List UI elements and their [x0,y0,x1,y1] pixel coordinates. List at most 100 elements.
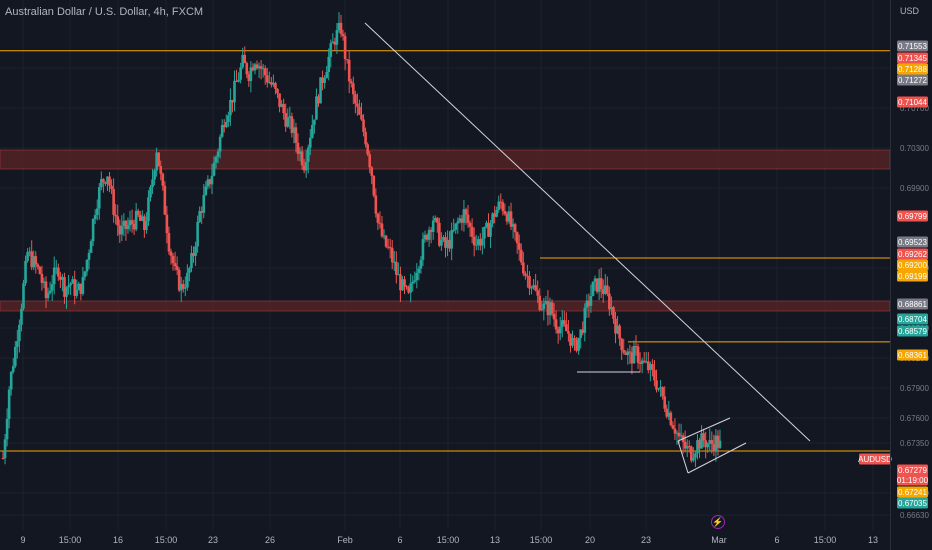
candle-body [268,82,271,84]
lightning-icon[interactable]: ⚡ [711,515,725,529]
candle-body [110,185,113,190]
candle-body [550,302,554,314]
candle-body [532,285,535,288]
candle-body [624,352,628,356]
y-tick-label: 0.67600 [900,414,929,423]
price-label-box [897,210,928,222]
candle-body [573,338,576,340]
candle-body [567,331,570,334]
candle-body [24,260,27,284]
candle-body [647,361,650,371]
candle-body [247,74,251,81]
candle-body [75,290,79,296]
y-tick-label: 0.69900 [900,184,929,193]
candle-body [399,274,402,291]
candle-body [11,366,15,372]
candle-body [32,256,36,268]
candle-body [292,127,296,133]
candle-body [345,59,349,61]
candle-body [425,234,429,240]
candle-body [487,222,490,237]
candle-body [30,251,33,268]
candles [1,12,722,467]
candle-body [374,195,378,214]
candle-body [243,54,247,64]
candle-body [663,396,666,409]
candle-body [442,237,445,240]
candle-body [712,444,716,452]
candle-body [48,290,52,293]
candle-body [618,325,621,339]
price-label-text: 0.68861 [898,300,927,309]
grid [0,0,890,530]
candle-body [507,211,511,222]
candle-body [446,239,449,248]
candle-body [626,351,630,356]
candle-body [40,273,44,283]
y-tick-label: 0.67350 [900,439,929,448]
candle-body [251,67,255,71]
candle-body [91,219,95,242]
candle-body [497,201,501,210]
candle-body [184,287,187,289]
candle-body [13,346,17,367]
candle-body [190,253,193,269]
candle-body [655,380,658,390]
candle-body [222,125,226,127]
candle-body [540,309,544,311]
candle-body [657,388,660,390]
candle-body [606,285,609,294]
candle-body [411,281,415,284]
candle-body [495,209,499,217]
candle-body [556,329,560,334]
price-label-text: 0.68361 [898,351,927,360]
candle-body [63,277,66,297]
candle-body [50,284,54,291]
candle-body [395,261,398,275]
y-tick-label: 0.70300 [900,144,929,153]
candle-body [34,256,38,265]
candle-body [401,279,404,291]
candle-body [245,63,249,75]
price-label-text: 0.71345 [898,54,927,63]
candle-body [569,333,572,346]
trendline [364,22,811,442]
candle-body [263,68,267,76]
candle-body [317,96,320,104]
price-label-text: 0.69799 [898,212,927,221]
candle-body [102,179,105,183]
candle-body [206,179,210,187]
price-label-box [897,464,928,476]
candle-body [61,277,64,280]
candle-body [653,369,656,381]
candle-body [155,152,158,171]
candle-body [640,360,644,364]
candle-body [208,179,212,185]
candle-body [483,226,486,239]
candle-body [708,440,712,444]
candle-body [593,278,597,282]
candle-body [378,222,382,224]
candle-body [194,246,197,256]
x-tick-label: 26 [265,535,275,545]
candle-body [362,119,365,132]
x-tick-label: 15:00 [530,535,553,545]
candle-body [536,290,539,296]
candle-body [522,262,525,274]
candle-body [440,239,443,246]
candle-body [69,283,72,286]
candle-body [321,77,324,83]
candle-body [329,43,333,57]
candle-body [106,176,109,184]
candle-body [257,66,261,69]
candle-body [612,307,615,319]
price-label-text: 01:19:00 [897,476,929,485]
candle-body [554,319,558,330]
candle-body [429,229,433,232]
price-label-box [897,259,928,271]
price-label-box [897,74,928,86]
channel-edge [677,440,689,474]
candle-body [644,361,648,363]
candle-body [718,440,722,448]
